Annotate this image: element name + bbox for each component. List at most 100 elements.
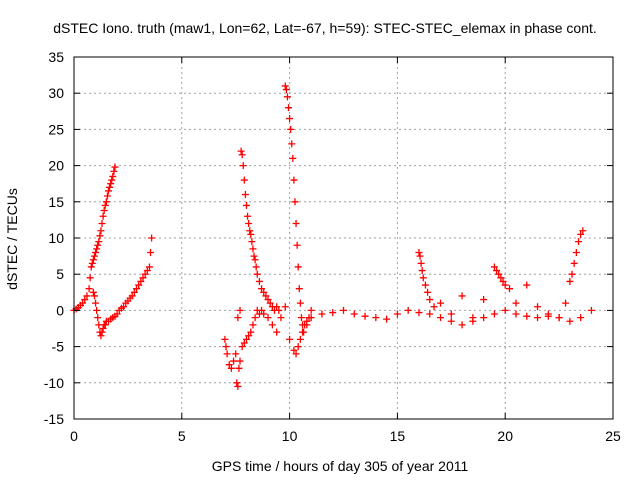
x-tick-label: 0	[70, 428, 78, 444]
data-point	[562, 299, 570, 307]
data-point	[292, 350, 300, 358]
data-point	[92, 248, 100, 256]
data-point	[506, 285, 514, 293]
data-point	[87, 263, 95, 271]
data-point	[106, 183, 114, 191]
data-point	[99, 325, 107, 332]
data-point	[109, 172, 117, 180]
data-point	[245, 332, 253, 340]
data-point	[98, 328, 106, 336]
data-point	[318, 310, 326, 318]
data-point	[97, 227, 105, 235]
data-point	[415, 309, 423, 317]
y-tick-label: -15	[44, 411, 64, 427]
y-tick-label: 25	[48, 121, 64, 137]
data-point	[501, 306, 509, 314]
data-point	[296, 335, 304, 343]
data-point	[255, 277, 263, 285]
y-tick-label: 30	[48, 85, 64, 101]
data-point	[480, 314, 488, 322]
data-point	[108, 176, 116, 184]
data-point	[221, 335, 229, 343]
data-point	[421, 281, 429, 289]
data-point	[273, 303, 281, 311]
data-point	[147, 248, 155, 256]
data-point	[107, 180, 115, 188]
data-point	[251, 314, 259, 322]
data-point	[490, 310, 498, 318]
data-point	[281, 303, 289, 311]
data-point	[89, 288, 97, 296]
data-point	[295, 285, 303, 293]
data-point	[95, 238, 103, 246]
data-point	[273, 328, 281, 336]
data-point	[246, 227, 254, 235]
data-point	[307, 306, 315, 314]
x-tick-label: 20	[497, 428, 513, 444]
data-point	[393, 310, 401, 318]
data-point	[236, 357, 244, 365]
data-point	[430, 303, 438, 311]
data-point	[94, 241, 102, 249]
data-point	[90, 292, 98, 300]
data-point	[240, 176, 248, 184]
data-point	[289, 154, 297, 162]
data-point	[101, 321, 109, 329]
data-point	[297, 314, 305, 322]
data-point	[240, 339, 248, 347]
x-tick-label: 15	[390, 428, 406, 444]
data-point	[282, 86, 290, 94]
data-point	[242, 335, 250, 343]
data-point	[350, 310, 358, 318]
data-point	[258, 306, 266, 314]
data-point	[568, 270, 576, 278]
data-point	[419, 274, 427, 282]
data-point	[97, 332, 105, 340]
data-point	[292, 220, 300, 228]
y-axis-label: dSTEC / TECUs	[4, 188, 20, 290]
data-point	[416, 252, 424, 260]
data-point	[232, 350, 240, 358]
data-point	[250, 252, 258, 260]
data-point	[290, 346, 298, 354]
data-point	[104, 187, 112, 195]
data-point	[294, 343, 302, 351]
data-point	[426, 296, 434, 304]
y-tick-label: 5	[56, 266, 64, 282]
data-point	[133, 285, 141, 293]
data-point	[145, 263, 153, 271]
data-point	[102, 198, 110, 206]
data-point	[93, 306, 101, 314]
data-point	[251, 256, 259, 264]
data-point	[480, 296, 488, 304]
data-point	[497, 274, 505, 282]
data-point	[579, 227, 587, 235]
data-point	[239, 162, 247, 170]
data-point	[523, 312, 531, 320]
data-point	[92, 299, 100, 307]
data-point	[94, 314, 102, 322]
y-tick-label: 15	[48, 194, 64, 210]
data-point	[426, 310, 434, 318]
data-point	[286, 115, 294, 123]
data-point	[238, 343, 246, 351]
data-point	[101, 201, 109, 209]
x-tick-label: 10	[282, 428, 298, 444]
data-point	[447, 310, 455, 318]
data-point	[277, 314, 285, 322]
data-point	[570, 259, 578, 267]
data-point	[285, 104, 293, 112]
data-point	[566, 277, 574, 285]
data-point	[281, 82, 289, 90]
data-point	[469, 314, 477, 322]
y-tick-label: 10	[48, 230, 64, 246]
data-point	[139, 274, 147, 282]
x-tick-label: 25	[605, 428, 621, 444]
data-point	[296, 299, 304, 307]
data-point	[103, 192, 111, 200]
data-point	[245, 220, 253, 228]
data-point	[238, 151, 246, 159]
data-point	[93, 245, 101, 253]
data-point	[301, 321, 309, 329]
data-point	[244, 212, 252, 220]
